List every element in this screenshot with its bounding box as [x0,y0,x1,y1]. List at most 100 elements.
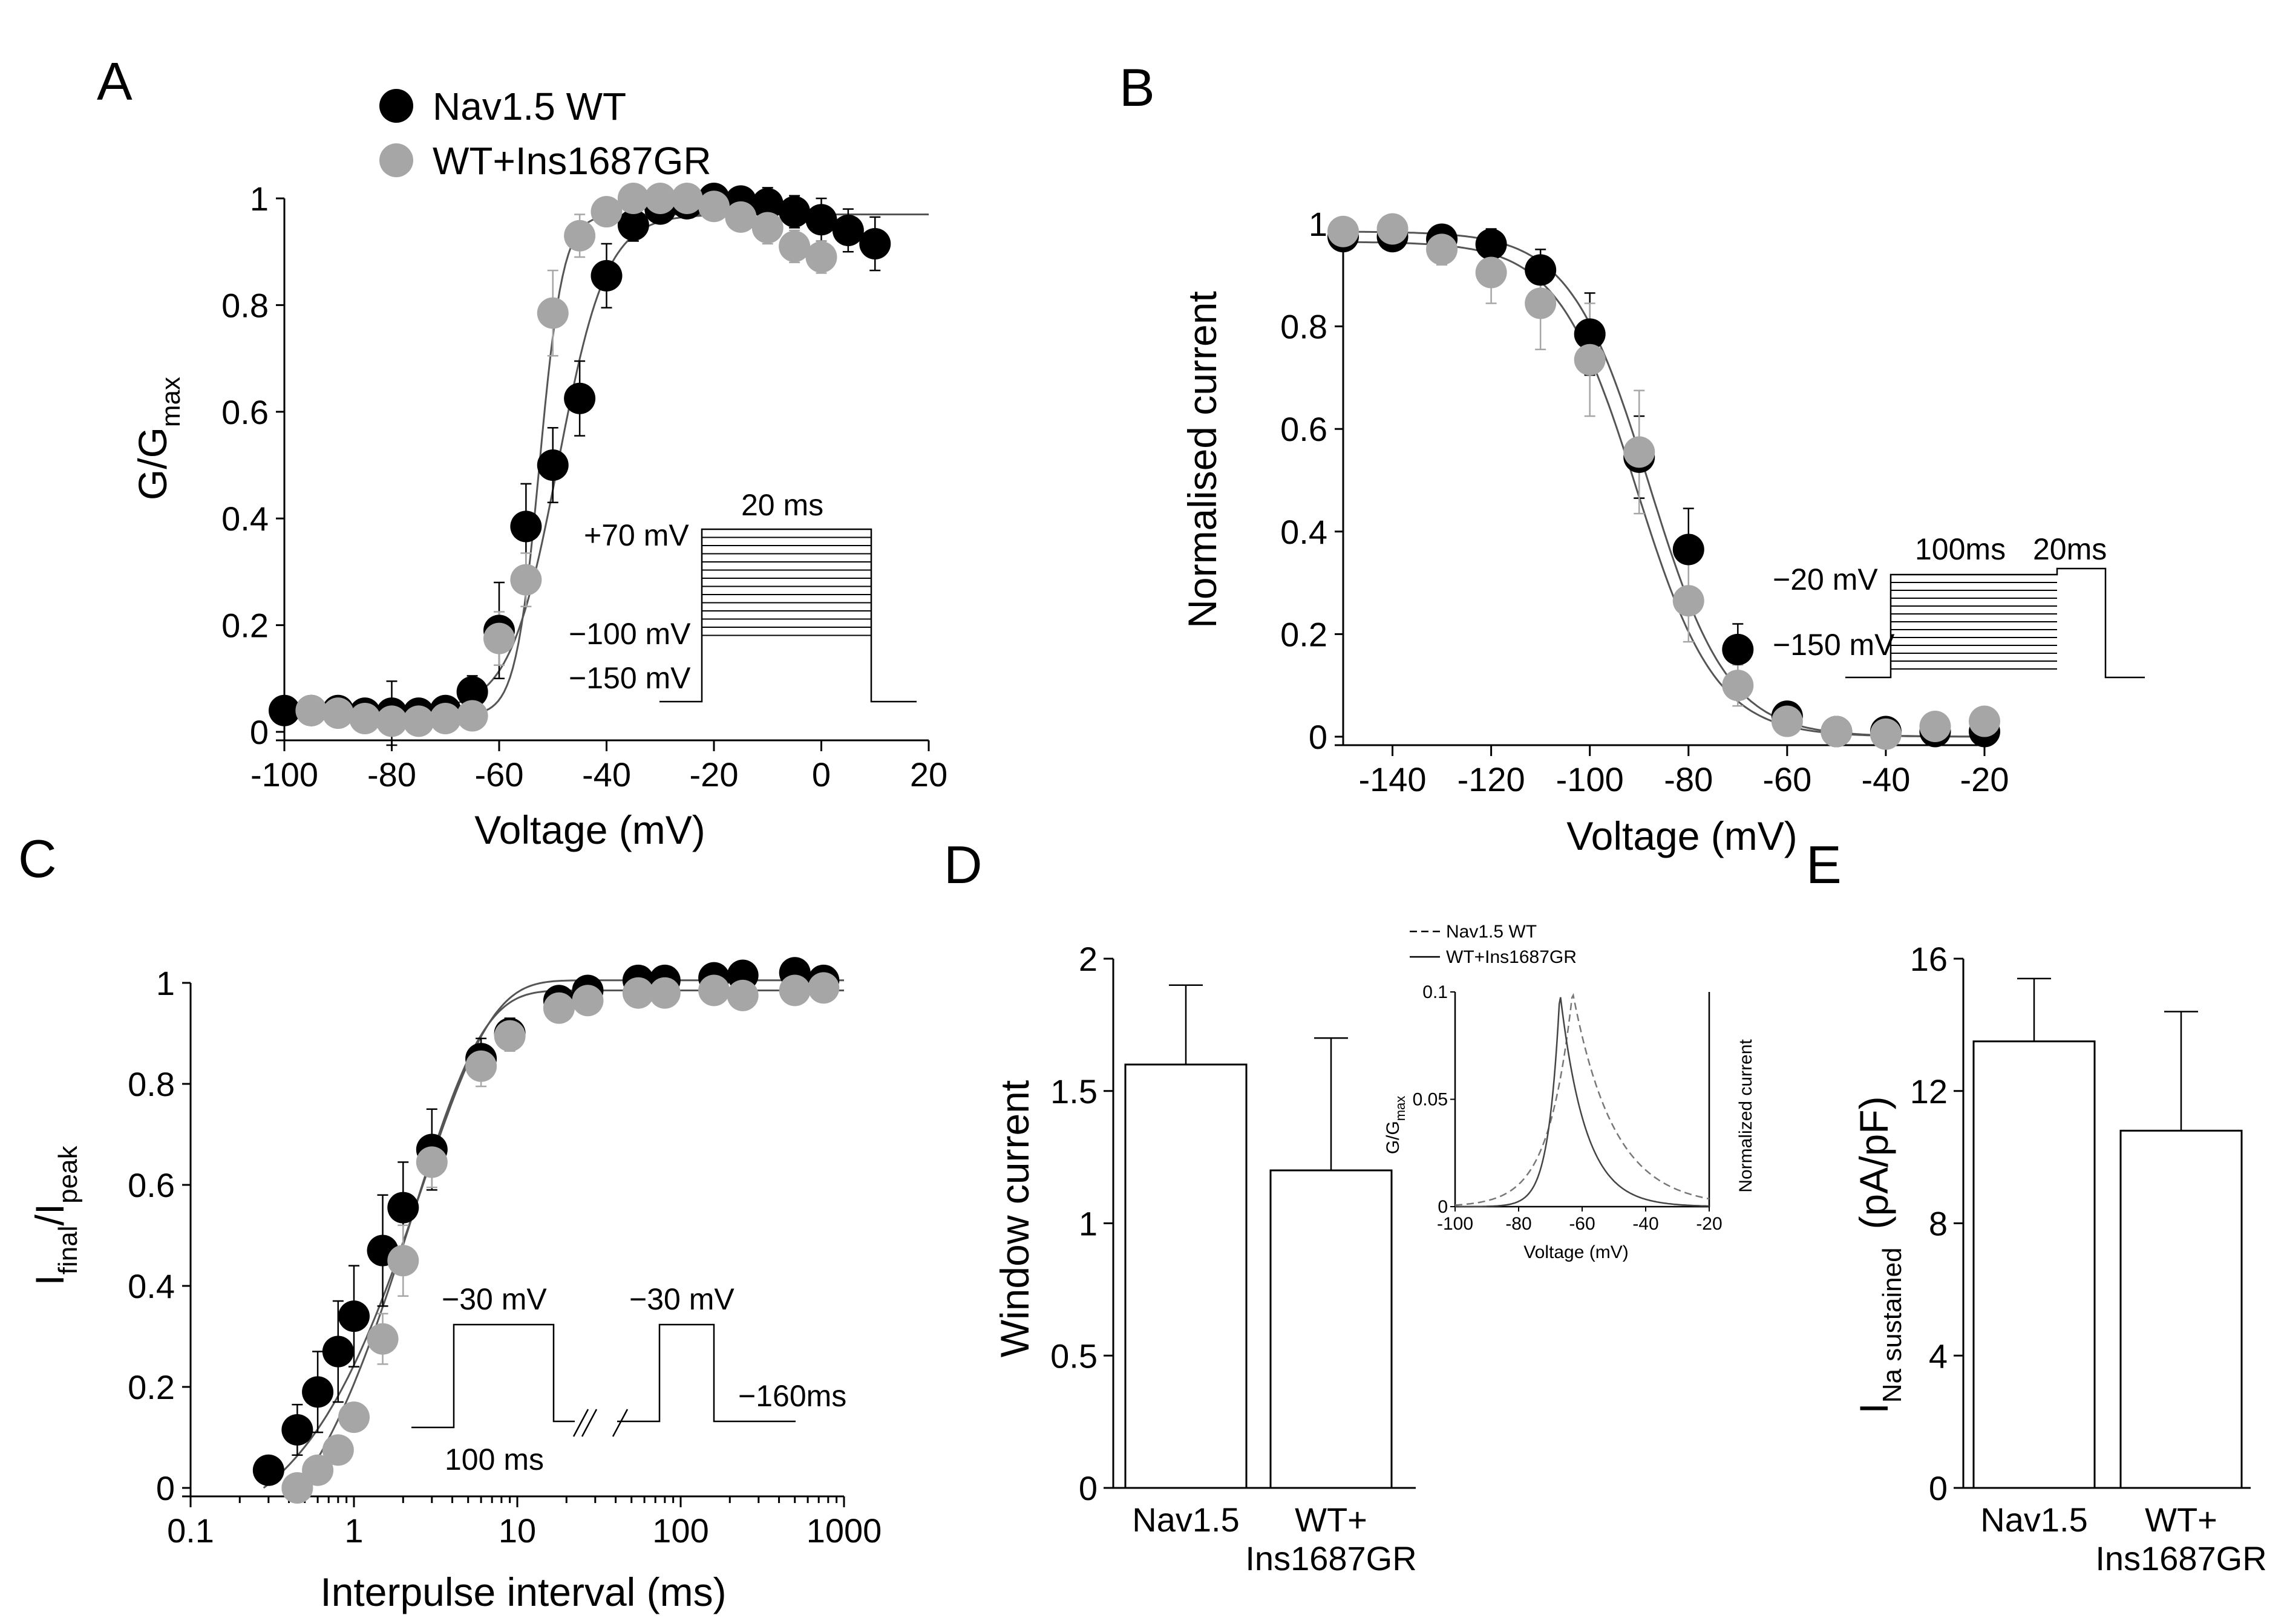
panel-a-point-wt [617,209,649,241]
panel-b-fit-curve [1343,241,1984,738]
panel-d-label: D [944,835,983,895]
panel-a-point-ins [564,220,596,252]
panel-c-point-wt [387,1192,419,1224]
panel-b-point-ins [1525,287,1557,319]
panel-d-ytick-label: 0.5 [1050,1337,1098,1375]
panel-e-ylabel: INa sustained (pA/pF) [1851,1096,1907,1414]
legend-label-wt: Nav1.5 WT [433,85,626,128]
panel-b-xtick-label: -120 [1458,760,1525,798]
protocol-c-hold: −160ms [738,1379,846,1413]
panel-c-point-wt [302,1376,334,1408]
panel-e-ylabel-sub: Na sustained [1877,1247,1907,1403]
inset-curve-wt [1454,993,1710,1206]
panel-b-point-ins [1722,670,1754,702]
panel-c-xtick-label: 0.1 [167,1511,214,1550]
panel-c-ylabel-mid: /I [27,1204,72,1226]
panel-a-point-ins [483,622,515,654]
panel-a-xtick-label: -20 [690,755,739,794]
panel-a-point-wt [751,188,784,220]
panel-b-point-ins [1623,436,1655,468]
panel-d-axes: 0 0.5 1 1.5 2 Nav1.5 WT+Ins1687GR [1050,940,1417,1577]
panel-a-xtick-label: -80 [367,755,416,794]
panel-c-point-ins [698,974,730,1006]
panel-c-xtick-label: 1000 [807,1511,882,1550]
panel-b-point-ins [1376,213,1409,245]
panel-a-point-wt [269,694,300,726]
protocol-b-t1: 100ms [1915,532,2006,566]
panel-c-ytick-label: 0.4 [128,1267,175,1305]
panel-c: C 0 0.2 0.4 0.6 0.8 1 0.1 1 10 100 1000 Interpulse… [18,829,882,1614]
protocol-c-p2-label: −30 mV [629,1282,735,1316]
panel-a-ytick-label: 1 [250,180,269,218]
inset-frame [1454,992,1710,1208]
panel-d-ylabel: Window current [992,1080,1037,1358]
panel-c-ylabel-final: final [53,1226,83,1275]
panel-a-ytick-label: 0.6 [221,393,269,431]
panel-a-point-ins [537,297,569,329]
inset-xlabel: Voltage (mV) [1523,1242,1628,1262]
panel-a-legend: Nav1.5 WT WT+Ins1687GR [379,85,712,183]
panel-a-point-ins [402,705,434,737]
panel-c-point-wt [281,1414,313,1446]
panel-c-ytick-label: 1 [156,964,175,1002]
protocol-b-trace [1845,567,2145,679]
panel-a: A Nav1.5 WT WT+Ins1687GR 0 0.2 0.4 0.6 0.8 1 -… [97,51,947,852]
panel-b-ytick-label: 0 [1309,718,1327,756]
panel-b-ytick-label: 0.6 [1280,410,1327,448]
panel-a-ytick-label: 0.2 [221,607,269,645]
protocol-a-mid-label: −100 mV [569,617,691,651]
panel-c-ytick-label: 0 [156,1469,175,1507]
panel-a-point-wt [859,227,891,259]
panel-a-xtick-label: 0 [812,755,831,794]
inset-legend-wt: Nav1.5 WT [1446,922,1537,942]
panel-c-point-ins [465,1050,497,1082]
panel-a-ylabel-main: G/G [130,427,175,500]
panel-c-point-ins [281,1472,313,1504]
inset-ytick-label: 0.1 [1422,982,1448,1002]
panel-b-point-ins [1475,256,1507,289]
panel-e: E 0 4 8 12 16 Nav1.5 WT+Ins1687GR INa sustaine… [1806,835,2267,1577]
panel-e-axes: 0 4 8 12 16 Nav1.5 WT+Ins1687GR [1910,940,2267,1577]
panel-b-point-ins [1969,705,2000,737]
panel-c-point-ins [367,1323,399,1355]
panel-a-xtick-label: 20 [910,755,947,794]
panel-c-label: C [18,829,57,889]
panel-b-xlabel: Voltage (mV) [1566,814,1798,858]
panel-c-xtick-label: 1 [344,1511,363,1550]
panel-a-point-wt [832,214,864,246]
panel-a-xtick-label: -100 [250,755,318,794]
panel-a-point-wt [537,449,569,481]
panel-a-xlabel: Voltage (mV) [474,807,705,852]
panel-d-category-label: Nav1.5 [1132,1501,1239,1539]
panel-a-label: A [97,51,133,111]
protocol-c-pulse1 [411,1323,575,1429]
protocol-a-bottom-label: −150 mV [569,661,691,695]
panel-a-point-ins [322,697,354,729]
panel-b-ytick-label: 0.8 [1280,308,1327,346]
inset-axes: -100 -80 -60 -40 -20 0 0.05 0.1 [1413,982,1723,1234]
panel-d-errorbar [1314,1037,1348,1170]
panel-b-axes: 0 0.2 0.4 0.6 0.8 1 -140 -120 -100 -80 -60 -40 -20 [1280,205,2009,798]
panel-b-label: B [1119,57,1155,117]
panel-e-ytick-label: 16 [1910,940,1948,978]
panel-e-category-label: Ins1687GR [2095,1539,2266,1577]
panel-d-errorbar [1169,984,1203,1065]
panel-c-ytick-label: 0.8 [128,1065,175,1103]
panel-a-ytick-label: 0.8 [221,286,269,324]
protocol-c-p1-label: −30 mV [442,1282,547,1316]
protocol-c-duration: 100 ms [445,1443,544,1476]
inset-ylabel-sub: max [1393,1096,1408,1121]
panel-b-ytick-label: 1 [1309,205,1327,243]
panel-e-ytick-label: 0 [1929,1469,1948,1507]
inset-xtick-label: -40 [1632,1214,1658,1234]
legend-marker-wt [379,89,413,123]
panel-a-ylabel-sub: max [156,377,186,427]
panel-b-point-ins [1919,711,1951,743]
panel-a-point-ins [349,702,381,734]
panel-c-xlabel: Interpulse interval (ms) [320,1570,726,1614]
panel-c-ytick-label: 0.2 [128,1368,175,1406]
panel-c-protocol: −30 mV −30 mV 100 ms −160ms [411,1282,846,1476]
panel-c-ytick-label: 0.6 [128,1166,175,1204]
protocol-a-steps [702,529,871,636]
panel-e-ytick-label: 4 [1929,1337,1948,1375]
